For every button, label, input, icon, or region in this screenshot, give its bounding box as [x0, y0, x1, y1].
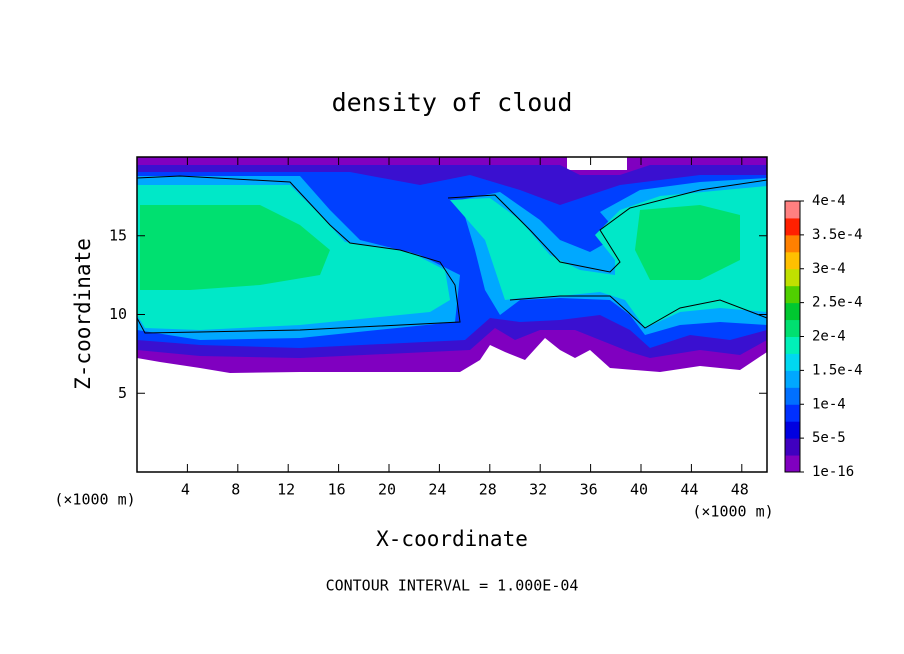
x-tick-label: 8 — [231, 481, 240, 499]
colorbar-band — [785, 201, 800, 219]
colorbar-band — [785, 234, 800, 253]
colorbar-band — [785, 455, 800, 473]
cloud-field — [137, 157, 767, 373]
colorbar-band — [785, 404, 800, 422]
x-tick-label: 36 — [580, 481, 598, 499]
y-axis-label: Z-coordinate — [71, 238, 95, 390]
colorbar-band — [785, 217, 800, 236]
colorbar-label: 1e-4 — [812, 396, 846, 412]
y-unit: (×1000 m) — [54, 491, 135, 509]
colorbar-band — [785, 387, 800, 405]
y-tick-label: 15 — [109, 226, 127, 244]
colorbar-label: 5e-5 — [812, 430, 846, 446]
contour-line — [447, 179, 768, 273]
colorbar-label: 2e-4 — [812, 329, 846, 345]
colorbar-band — [785, 319, 800, 337]
colorbar-band — [785, 370, 800, 388]
field-green — [140, 205, 740, 290]
colorbar-label: 1e-16 — [812, 464, 854, 480]
colorbar-band — [785, 438, 800, 456]
x-tick-label: 24 — [428, 481, 446, 499]
x-tick-label: 44 — [680, 481, 698, 499]
x-tick-label: 40 — [630, 481, 648, 499]
x-tick-label: 48 — [731, 481, 749, 499]
x-tick-label: 32 — [529, 481, 547, 499]
colorbar-band — [785, 421, 800, 439]
x-tick-label: 4 — [181, 481, 190, 499]
x-tick-label: 20 — [378, 481, 396, 499]
colorbar-band — [785, 285, 800, 304]
footer: CONTOUR INTERVAL = 1.000E-04 — [326, 577, 579, 595]
colorbar-label: 2.5e-4 — [812, 295, 863, 311]
contour-line — [509, 295, 768, 329]
colorbar-band — [785, 302, 800, 321]
colorbar-band — [785, 353, 800, 371]
contour-lines — [136, 175, 768, 334]
colorbar-label: 1.5e-4 — [812, 362, 863, 378]
contour-line — [136, 175, 461, 334]
x-axis-label: X-coordinate — [376, 527, 528, 551]
y-tick-label: 5 — [118, 384, 127, 402]
colorbar-band — [785, 268, 800, 287]
y-tick-label: 10 — [109, 305, 127, 323]
chart-title: density of cloud — [332, 88, 573, 117]
field-cyan — [137, 185, 767, 330]
x-tick-label: 12 — [277, 481, 295, 499]
colorbar-band — [785, 336, 800, 354]
colorbar-label: 3.5e-4 — [812, 227, 863, 243]
colorbar-band — [785, 251, 800, 270]
x-tick-label: 16 — [328, 481, 346, 499]
x-unit: (×1000 m) — [692, 503, 773, 521]
colorbar-label: 4e-4 — [812, 193, 846, 209]
x-tick-label: 28 — [479, 481, 497, 499]
colorbar-label: 3e-4 — [812, 261, 846, 277]
